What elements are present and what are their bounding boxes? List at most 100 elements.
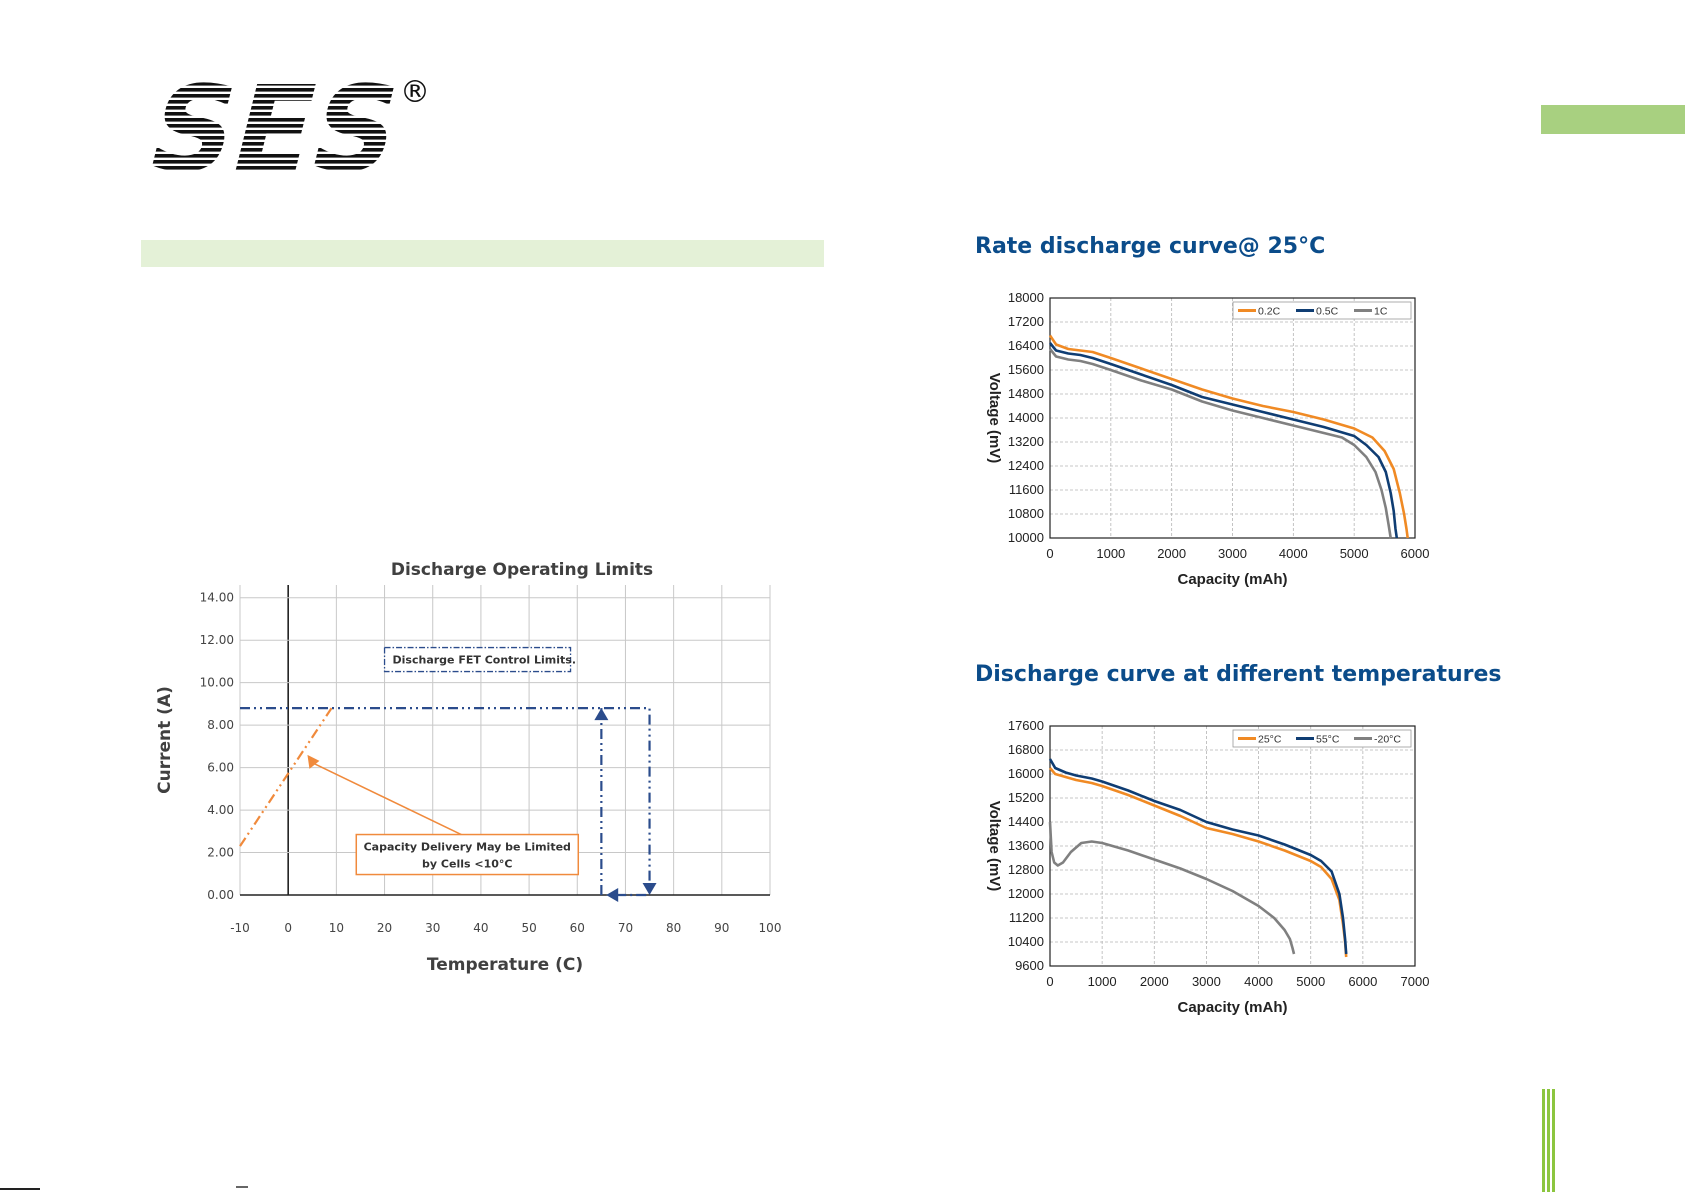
series-line-55°C xyxy=(1048,758,1348,955)
green-tab-decoration xyxy=(1541,105,1685,134)
x-tick-label: 0 xyxy=(284,921,292,935)
series-line-1C xyxy=(1048,348,1392,539)
series-layer xyxy=(239,707,657,902)
capacity-callout-arrow xyxy=(312,762,462,836)
series-line-0.2C xyxy=(1048,334,1409,539)
y-tick-label: 11200 xyxy=(1009,910,1044,925)
capacity-callout-line2: by Cells <10°C xyxy=(422,858,512,871)
x-tick-label: 2000 xyxy=(1140,974,1169,989)
footer-mark xyxy=(236,1186,248,1188)
y-tick-label: 12000 xyxy=(1008,886,1044,901)
x-tick-label: 90 xyxy=(714,921,729,935)
capacity-callout-arrowhead xyxy=(307,754,320,769)
grid xyxy=(1049,725,1416,967)
temperature-discharge-chart: 0 1000 2000 3000 4000 5000 6000 7000 9600 10400 11… xyxy=(986,718,1430,1016)
x-tick-label: 40 xyxy=(473,921,488,935)
registered-mark: ® xyxy=(400,75,430,110)
y-tick-label: 10400 xyxy=(1008,934,1044,949)
x-tick-label: 3000 xyxy=(1192,974,1221,989)
logo-wordmark: SES xyxy=(145,70,414,182)
x-tick-label: 6000 xyxy=(1401,546,1430,561)
discharge-limits-chart: Discharge Operating Limits -10 0 10 20 30 40 5… xyxy=(155,560,782,975)
y-tick-label: 6.00 xyxy=(207,761,234,775)
x-tick-label: 1000 xyxy=(1088,974,1117,989)
series-layer xyxy=(1048,334,1409,539)
x-tick-label: 10 xyxy=(329,921,344,935)
tick-labels: -10 0 10 20 30 40 50 60 70 80 90 100 0.00 2.00 4.00 6.0… xyxy=(200,591,782,935)
plot-frame xyxy=(1049,297,1416,539)
capacity-callout-box xyxy=(355,833,580,876)
series-line-25°C xyxy=(1049,767,1348,958)
y-tick-label: 14.00 xyxy=(200,591,234,605)
chart-title: Discharge Operating Limits xyxy=(391,560,653,580)
x-tick-label: 80 xyxy=(666,921,681,935)
ses-logo: SES ® xyxy=(135,62,445,199)
y-tick-label: 12400 xyxy=(1008,458,1044,473)
legend: 25°C 55°C -20°C xyxy=(1232,729,1412,748)
x-tick-label: 1000 xyxy=(1096,546,1125,561)
x-tick-label: 0 xyxy=(1046,546,1053,561)
legend-box xyxy=(1232,301,1412,320)
x-axis-label: Temperature (C) xyxy=(427,955,583,975)
legend-label: 25°C xyxy=(1258,734,1282,746)
legend-box xyxy=(1232,729,1412,748)
fet-limits-box xyxy=(383,646,572,673)
series-line-0.5C xyxy=(1048,342,1399,539)
legend: 0.2C 0.5C 1C xyxy=(1232,301,1412,320)
y-axis-label: Voltage (mV) xyxy=(986,801,1003,892)
y-tick-label: 11600 xyxy=(1009,482,1044,497)
x-tick-label: 100 xyxy=(759,921,782,935)
capacity-callout-line1: Capacity Delivery May be Limited xyxy=(364,841,571,854)
x-tick-label: 30 xyxy=(425,921,440,935)
x-tick-label: 50 xyxy=(521,921,536,935)
series-line-0 xyxy=(239,707,333,847)
x-tick-label: 3000 xyxy=(1218,546,1247,561)
legend-label: -20°C xyxy=(1374,734,1401,746)
x-tick-label: 5000 xyxy=(1296,974,1325,989)
y-axis-label: Current (A) xyxy=(155,686,175,794)
y-tick-label: 17200 xyxy=(1008,314,1044,329)
temperature-discharge-title: Discharge curve at different temperature… xyxy=(975,662,1502,687)
x-tick-label: 5000 xyxy=(1340,546,1369,561)
x-tick-label: 2000 xyxy=(1157,546,1186,561)
series-line--20°C xyxy=(1048,821,1296,955)
y-tick-label: 14800 xyxy=(1008,386,1044,401)
y-tick-label: 14400 xyxy=(1008,814,1044,829)
tick-labels: 0 1000 2000 3000 4000 5000 6000 7000 9600 10400 11… xyxy=(1008,718,1430,989)
decorative-green-lines xyxy=(1542,1089,1556,1192)
legend-label: 0.5C xyxy=(1316,306,1339,318)
x-axis-label: Capacity (mAh) xyxy=(1177,571,1287,588)
x-axis-label: Capacity (mAh) xyxy=(1177,999,1287,1016)
grid xyxy=(1049,297,1416,539)
rate-discharge-chart: 0 1000 2000 3000 4000 5000 6000 10000 10800 11600… xyxy=(986,290,1430,588)
y-tick-label: 15200 xyxy=(1008,790,1044,805)
section-header-band xyxy=(141,240,824,267)
y-tick-label: 10000 xyxy=(1008,530,1044,545)
y-tick-label: 8.00 xyxy=(207,718,234,732)
fet-limits-label: Discharge FET Control Limits. xyxy=(393,654,576,667)
limit-arrowhead xyxy=(606,888,619,902)
y-tick-label: 10800 xyxy=(1008,506,1044,521)
rate-discharge-title: Rate discharge curve@ 25°C xyxy=(975,234,1326,259)
y-axis-label: Voltage (mV) xyxy=(986,373,1003,464)
y-tick-label: 13200 xyxy=(1008,434,1044,449)
legend-label: 55°C xyxy=(1316,734,1340,746)
tick-labels: 0 1000 2000 3000 4000 5000 6000 10000 10800 11600… xyxy=(1008,290,1430,561)
y-tick-label: 4.00 xyxy=(207,803,234,817)
y-tick-label: 16400 xyxy=(1008,338,1044,353)
y-tick-label: 18000 xyxy=(1008,290,1044,305)
y-tick-label: 16000 xyxy=(1008,766,1044,781)
y-tick-label: 12.00 xyxy=(200,633,234,647)
x-tick-label: 7000 xyxy=(1401,974,1430,989)
y-tick-label: 17600 xyxy=(1008,718,1044,733)
y-tick-label: 15600 xyxy=(1008,362,1044,377)
y-tick-label: 10.00 xyxy=(200,676,234,690)
annotations: Discharge FET Control Limits. Capacity D… xyxy=(307,646,580,876)
limit-arrowhead xyxy=(594,708,609,721)
x-tick-label: -10 xyxy=(230,921,250,935)
footer-rule xyxy=(0,1188,40,1190)
y-tick-label: 12800 xyxy=(1008,862,1044,877)
x-tick-label: 60 xyxy=(570,921,585,935)
y-tick-label: 2.00 xyxy=(207,846,234,860)
x-tick-label: 70 xyxy=(618,921,633,935)
